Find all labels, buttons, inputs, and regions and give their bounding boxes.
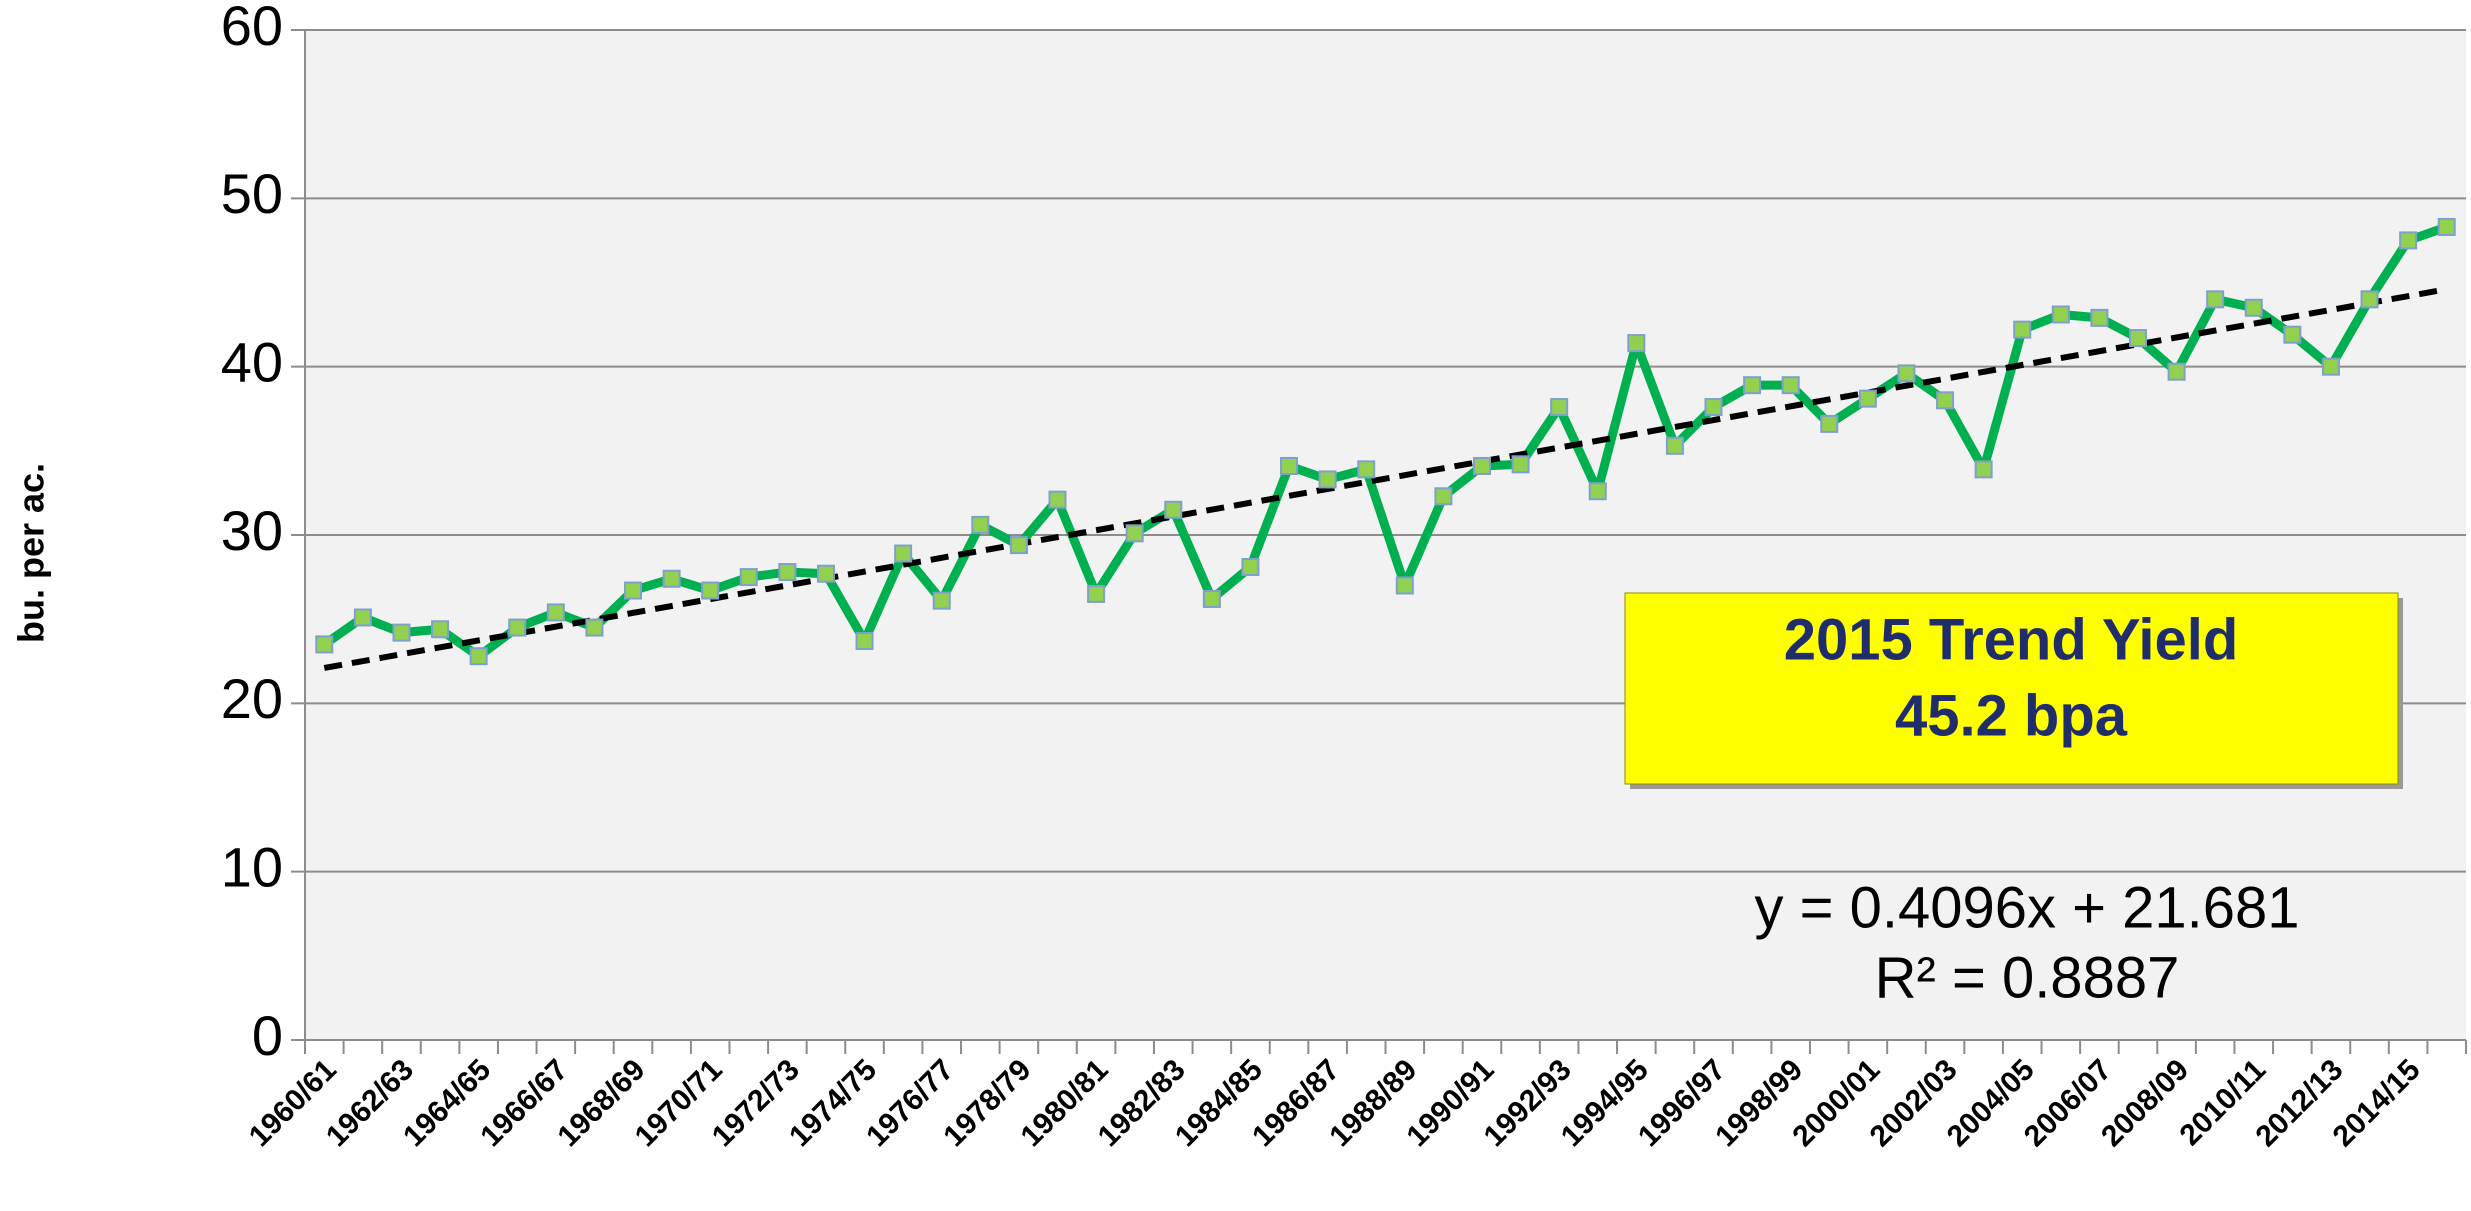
marker	[1202, 589, 1221, 608]
marker	[1357, 460, 1376, 479]
marker	[2128, 329, 2147, 348]
marker	[392, 623, 411, 642]
marker	[585, 618, 604, 637]
marker	[1936, 391, 1955, 410]
marker	[2013, 320, 2032, 339]
marker	[971, 515, 990, 534]
marker	[1395, 576, 1414, 595]
equation-text: y = 0.4096x + 21.681	[1755, 875, 2300, 940]
marker	[1820, 414, 1839, 433]
marker	[2437, 217, 2456, 236]
x-tick-label: 2014/15	[2327, 1053, 2427, 1153]
trend-line	[323, 286, 2448, 671]
marker	[1743, 376, 1762, 395]
marker	[1241, 557, 1260, 576]
marker	[1665, 436, 1684, 455]
marker	[431, 620, 450, 639]
y-tick-label: 60	[221, 0, 283, 57]
marker	[2206, 290, 2225, 309]
marker	[778, 563, 797, 582]
marker	[1588, 482, 1607, 501]
marker	[701, 581, 720, 600]
marker	[1897, 364, 1916, 383]
marker	[2167, 362, 2186, 381]
marker	[469, 647, 488, 666]
marker	[1781, 376, 1800, 395]
marker	[508, 618, 527, 637]
y-tick-label: 0	[252, 1004, 283, 1067]
marker	[2360, 290, 2379, 309]
marker	[624, 581, 643, 600]
marker	[1550, 398, 1569, 417]
marker	[2321, 357, 2340, 376]
y-tick-label: 20	[221, 667, 283, 730]
marker	[1704, 398, 1723, 417]
marker	[1974, 460, 1993, 479]
marker	[1472, 456, 1491, 475]
marker	[1627, 334, 1646, 353]
marker	[1511, 455, 1530, 474]
marker	[1087, 584, 1106, 603]
marker	[1048, 490, 1067, 509]
y-tick-label: 40	[221, 330, 283, 393]
equation-text: R² = 0.8887	[1875, 945, 2180, 1010]
annotation-text: 45.2 bpa	[1895, 683, 2128, 748]
y-axis-label: bu. per ac.	[11, 463, 52, 643]
marker	[315, 635, 334, 654]
marker	[932, 591, 951, 610]
marker	[1858, 389, 1877, 408]
x-tick-label: 2008/09	[2095, 1053, 2195, 1153]
marker	[1009, 536, 1028, 555]
marker	[816, 564, 835, 583]
marker	[2283, 325, 2302, 344]
marker	[2244, 298, 2263, 317]
marker	[1280, 456, 1299, 475]
marker	[894, 544, 913, 563]
marker	[855, 632, 874, 651]
marker	[662, 569, 681, 588]
marker	[1164, 500, 1183, 519]
marker	[1125, 524, 1144, 543]
marker	[1318, 470, 1337, 489]
marker	[353, 608, 372, 627]
marker	[2399, 231, 2418, 250]
y-tick-label: 50	[221, 162, 283, 225]
annotation-box	[1624, 592, 2399, 785]
marker	[739, 568, 758, 587]
marker	[546, 603, 565, 622]
y-tick-label: 30	[221, 499, 283, 562]
annotation-text: 2015 Trend Yield	[1784, 607, 2239, 672]
marker	[1434, 487, 1453, 506]
marker	[2090, 308, 2109, 327]
marker	[2051, 305, 2070, 324]
y-tick-label: 10	[221, 835, 283, 898]
